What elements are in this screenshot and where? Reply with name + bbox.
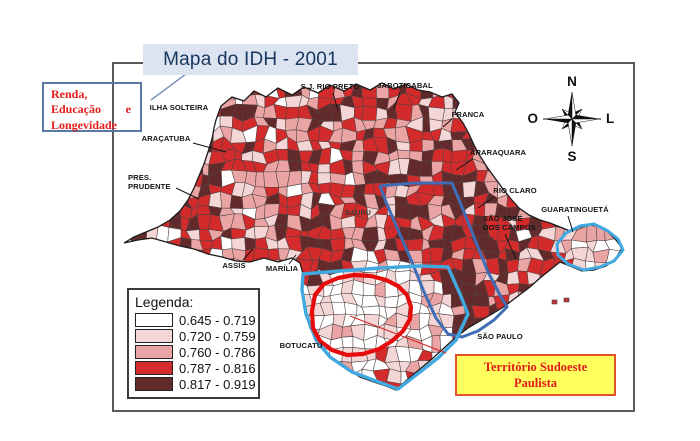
hdi-components-line3: Longevidade (51, 117, 118, 132)
title-callout-line (150, 73, 187, 101)
compass-letter-west: O (527, 111, 538, 126)
compass-letter-east: L (606, 111, 614, 126)
title-box: Mapa do IDH - 2001 (143, 44, 358, 75)
hdi-components-line2: Educação e (51, 102, 131, 117)
hdi-components-box: Renda, Educação e Longevidade (42, 82, 142, 132)
city-label-botucatu: BOTUCATU (280, 341, 323, 350)
region-outline-central (378, 181, 509, 339)
legend-swatch (135, 377, 173, 391)
legend-item-3: 0.787 - 0.816 (135, 360, 256, 376)
city-label-s-j-rio-preto: S.J. RIO PRETO (301, 82, 360, 91)
leader-lines (175, 91, 574, 265)
compass-letter-south: S (567, 149, 576, 164)
legend-range: 0.817 - 0.919 (179, 376, 256, 392)
legend-box: Legenda: 0.645 - 0.719 0.720 - 0.759 0.760… (127, 288, 260, 399)
city-label-jaboticabal: JABOTICABAL (377, 81, 433, 90)
territory-line1: Território Sudoeste (483, 359, 588, 374)
state-border (123, 82, 623, 391)
legend-items: 0.645 - 0.719 0.720 - 0.759 0.760 - 0.786 0… (135, 312, 256, 392)
city-label-franca: FRANCA (452, 110, 485, 119)
legend-range: 0.645 - 0.719 (179, 312, 256, 328)
territory-line2: Paulista (513, 376, 558, 390)
legend-item-4: 0.817 - 0.919 (135, 376, 256, 392)
city-label-sao-jose-dos-campos: DOS CAMPOS (483, 223, 536, 232)
region-outline-sudoeste (300, 264, 470, 391)
city-label-ilha-solteira: ILHA SOLTEIRA (150, 103, 209, 112)
city-label-rio-claro: RIO CLARO (493, 186, 537, 195)
legend-item-2: 0.760 - 0.786 (135, 344, 256, 360)
legend-range: 0.760 - 0.786 (179, 344, 256, 360)
legend-range: 0.720 - 0.759 (179, 328, 256, 344)
legend-swatch (135, 329, 173, 343)
city-label-aracatuba: ARAÇATUBA (142, 134, 191, 143)
compass-rose: N S O L (527, 74, 614, 164)
legend-title: Legenda: (135, 294, 194, 310)
city-label-araraquara: ARARAQUARA (470, 148, 527, 157)
legend-swatch (135, 361, 173, 375)
city-label-pres-prudente: PRES. (128, 173, 151, 182)
legend-item-0: 0.645 - 0.719 (135, 312, 256, 328)
legend-item-1: 0.720 - 0.759 (135, 328, 256, 344)
city-label-pres-prudente: PRUDENTE (128, 182, 171, 191)
city-labels: ILHA SOLTEIRA ARAÇATUBA PRES.PRUDENTE ASSIS… (128, 81, 609, 350)
subregion-outline-red (309, 272, 414, 358)
coastal-islands (551, 297, 570, 305)
hdi-components-line1: Renda, (51, 87, 88, 101)
compass-letter-north: N (567, 74, 577, 89)
territory-sudoeste-box: Território Sudoeste Paulista (455, 354, 616, 396)
city-label-sao-jose-dos-campos: SÃO JOSÉ (483, 214, 523, 223)
page-title: Mapa do IDH - 2001 (163, 48, 338, 70)
legend-range: 0.787 - 0.816 (179, 360, 256, 376)
legend-swatch (135, 313, 173, 327)
red-connector-line (349, 315, 447, 354)
city-label-assis: ASSIS (222, 261, 245, 270)
city-label-bauru: BAURU (345, 210, 371, 217)
city-label-marilia: MARÍLIA (266, 264, 299, 273)
city-label-guaratingueta: GUARATINGUETÁ (541, 205, 609, 214)
city-label-sao-paulo: SÃO PAULO (477, 332, 522, 341)
region-outline-leste (555, 222, 625, 272)
legend-swatch (135, 345, 173, 359)
